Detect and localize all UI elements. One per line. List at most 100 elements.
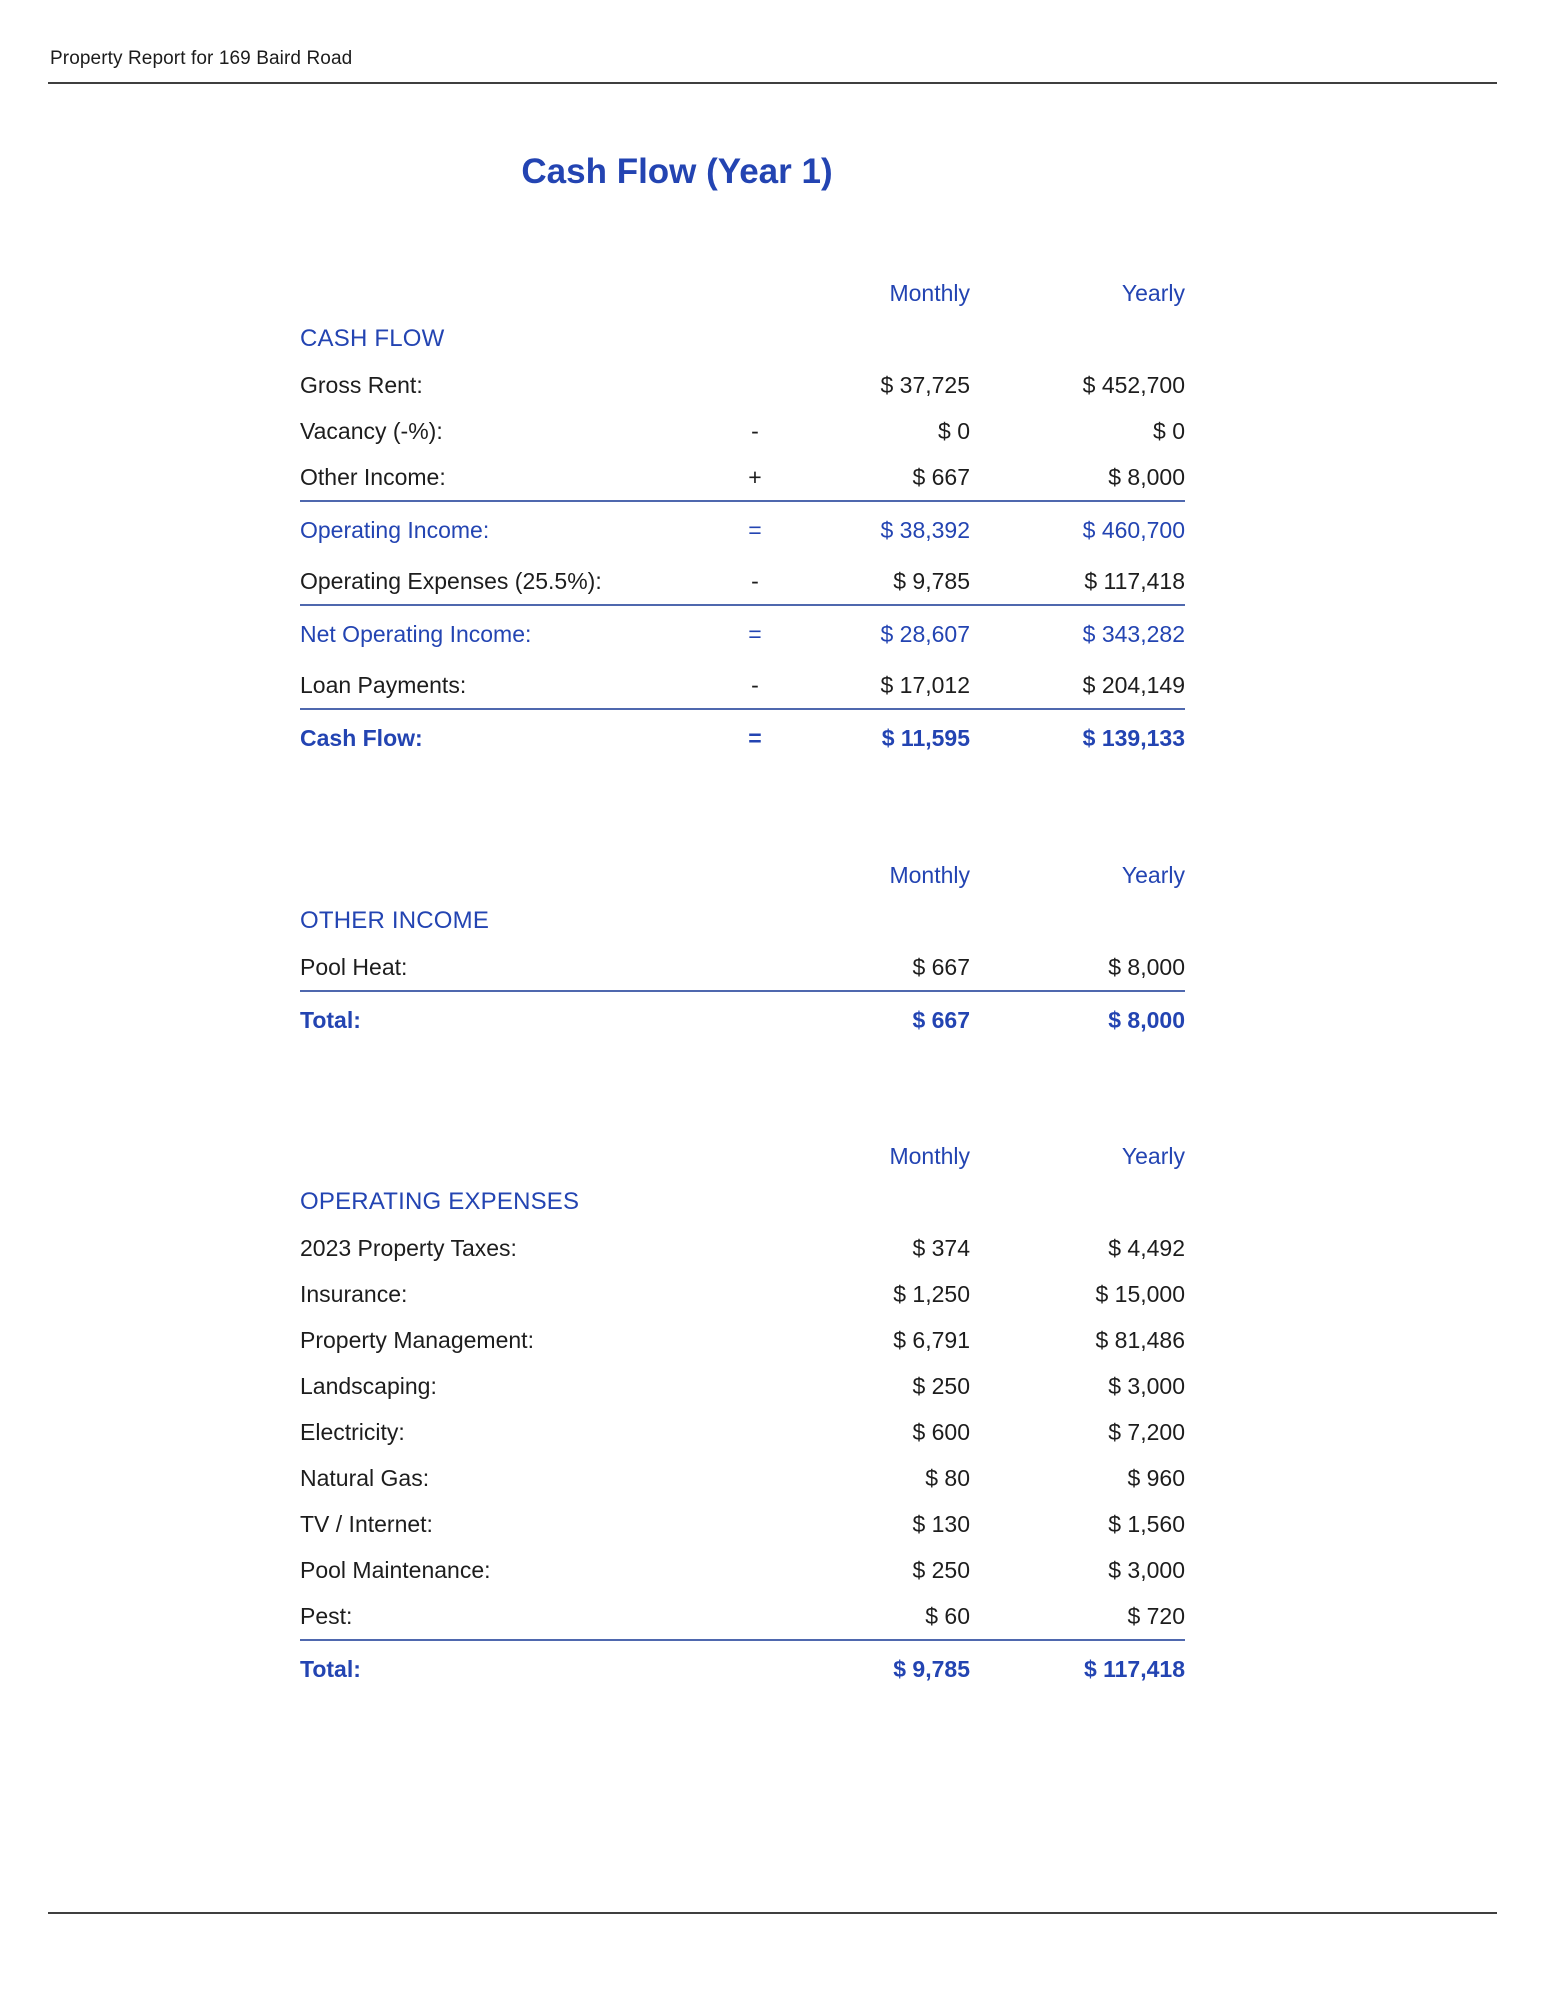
row-yearly-value: $ 8,000 — [1108, 463, 1185, 490]
row-monthly-value: $ 130 — [912, 1510, 970, 1537]
row-label: Other Income: — [300, 463, 446, 490]
table-row: Gross Rent: $ 37,725 $ 452,700 — [300, 362, 1185, 408]
row-monthly-value: $ 37,725 — [880, 371, 970, 398]
row-label: Gross Rent: — [300, 371, 423, 398]
row-monthly-value: $ 6,791 — [893, 1326, 970, 1353]
row-monthly-value: $ 80 — [925, 1464, 970, 1491]
row-yearly-value: $ 8,000 — [1108, 953, 1185, 980]
column-header-row: Monthly Yearly — [300, 852, 1185, 898]
total-row: Total: $ 667 $ 8,000 — [300, 990, 1185, 1048]
row-label: TV / Internet: — [300, 1510, 433, 1537]
row-yearly-value: $ 15,000 — [1095, 1280, 1185, 1307]
row-yearly-value: $ 0 — [1153, 417, 1185, 444]
table-row: Pool Maintenance: $ 250 $ 3,000 — [300, 1547, 1185, 1593]
row-yearly-value: $ 460,700 — [1082, 516, 1185, 543]
row-yearly-value: $ 4,492 — [1108, 1234, 1185, 1261]
row-yearly-value: $ 720 — [1127, 1602, 1185, 1629]
row-monthly-value: $ 28,607 — [880, 620, 970, 647]
row-yearly-value: $ 3,000 — [1108, 1556, 1185, 1583]
other-income-table: Monthly Yearly OTHER INCOME Pool Heat: $ … — [300, 852, 1185, 1048]
row-yearly-value: $ 117,418 — [1083, 1655, 1185, 1682]
yearly-column-header: Yearly — [1121, 861, 1185, 888]
column-header-row: Monthly Yearly — [300, 270, 1185, 316]
row-operator: = — [748, 516, 762, 543]
row-monthly-value: $ 667 — [912, 1006, 970, 1033]
row-monthly-value: $ 38,392 — [880, 516, 970, 543]
row-yearly-value: $ 139,133 — [1082, 724, 1185, 751]
footer-divider-line — [48, 1912, 1497, 1914]
row-label: Total: — [300, 1006, 361, 1033]
table-row: Other Income: + $ 667 $ 8,000 — [300, 454, 1185, 500]
total-row: Total: $ 9,785 $ 117,418 — [300, 1639, 1185, 1697]
row-monthly-value: $ 600 — [912, 1418, 970, 1445]
row-operator: - — [751, 567, 759, 594]
operating-expenses-table: Monthly Yearly OPERATING EXPENSES 2023 P… — [300, 1133, 1185, 1697]
page-header: Property Report for 169 Baird Road — [50, 48, 353, 69]
row-label: Vacancy (-%): — [300, 417, 443, 444]
row-yearly-value: $ 7,200 — [1108, 1418, 1185, 1445]
section-header-row: OPERATING EXPENSES — [300, 1179, 1185, 1225]
row-yearly-value: $ 452,700 — [1082, 371, 1185, 398]
subtotal-row: Operating Income: = $ 38,392 $ 460,700 — [300, 500, 1185, 558]
section-title: OTHER INCOME — [300, 907, 490, 934]
row-label: Property Management: — [300, 1326, 534, 1353]
row-monthly-value: $ 9,785 — [893, 1655, 970, 1682]
row-monthly-value: $ 60 — [925, 1602, 970, 1629]
monthly-column-header: Monthly — [889, 1142, 970, 1169]
table-row: Natural Gas: $ 80 $ 960 — [300, 1455, 1185, 1501]
section-title: OPERATING EXPENSES — [300, 1188, 580, 1215]
table-row: Vacancy (-%): - $ 0 $ 0 — [300, 408, 1185, 454]
row-yearly-value: $ 117,418 — [1084, 567, 1185, 594]
row-monthly-value: $ 0 — [938, 417, 970, 444]
table-row: Pest: $ 60 $ 720 — [300, 1593, 1185, 1639]
row-monthly-value: $ 667 — [912, 463, 970, 490]
row-yearly-value: $ 8,000 — [1108, 1006, 1185, 1033]
row-monthly-value: $ 17,012 — [880, 671, 970, 698]
row-label: Electricity: — [300, 1418, 405, 1445]
row-monthly-value: $ 250 — [912, 1372, 970, 1399]
table-row: Property Management: $ 6,791 $ 81,486 — [300, 1317, 1185, 1363]
row-label: Operating Expenses (25.5%): — [300, 567, 602, 594]
row-label: Net Operating Income: — [300, 620, 532, 647]
yearly-column-header: Yearly — [1121, 1142, 1185, 1169]
cash-flow-table: Monthly Yearly CASH FLOW Gross Rent: $ 37… — [300, 270, 1185, 766]
row-yearly-value: $ 960 — [1127, 1464, 1185, 1491]
section-title: CASH FLOW — [300, 325, 445, 352]
row-label: Pool Maintenance: — [300, 1556, 491, 1583]
row-operator: = — [748, 724, 762, 751]
row-yearly-value: $ 343,282 — [1082, 620, 1185, 647]
table-row: 2023 Property Taxes: $ 374 $ 4,492 — [300, 1225, 1185, 1271]
row-operator: - — [751, 671, 759, 698]
row-operator: = — [748, 620, 762, 647]
row-label: Total: — [300, 1655, 361, 1682]
row-monthly-value: $ 374 — [912, 1234, 970, 1261]
row-label: Pool Heat: — [300, 953, 408, 980]
section-header-row: OTHER INCOME — [300, 898, 1185, 944]
table-row: Operating Expenses (25.5%): - $ 9,785 $ 117… — [300, 558, 1185, 604]
table-row: Landscaping: $ 250 $ 3,000 — [300, 1363, 1185, 1409]
total-row: Cash Flow: = $ 11,595 $ 139,133 — [300, 708, 1185, 766]
row-label: Operating Income: — [300, 516, 490, 543]
column-header-row: Monthly Yearly — [300, 1133, 1185, 1179]
yearly-column-header: Yearly — [1121, 279, 1185, 306]
section-header-row: CASH FLOW — [300, 316, 1185, 362]
row-yearly-value: $ 3,000 — [1108, 1372, 1185, 1399]
monthly-column-header: Monthly — [889, 279, 970, 306]
row-yearly-value: $ 1,560 — [1108, 1510, 1185, 1537]
row-label: Natural Gas: — [300, 1464, 430, 1491]
table-row: Insurance: $ 1,250 $ 15,000 — [300, 1271, 1185, 1317]
header-divider-line — [48, 82, 1497, 84]
row-operator: + — [748, 463, 762, 490]
row-label: Cash Flow: — [300, 724, 423, 751]
row-label: 2023 Property Taxes: — [300, 1234, 517, 1261]
table-row: Pool Heat: $ 667 $ 8,000 — [300, 944, 1185, 990]
monthly-column-header: Monthly — [889, 861, 970, 888]
row-monthly-value: $ 250 — [912, 1556, 970, 1583]
row-monthly-value: $ 1,250 — [893, 1280, 970, 1307]
row-label: Insurance: — [300, 1280, 408, 1307]
row-monthly-value: $ 11,595 — [881, 724, 970, 751]
table-row: Electricity: $ 600 $ 7,200 — [300, 1409, 1185, 1455]
table-row: TV / Internet: $ 130 $ 1,560 — [300, 1501, 1185, 1547]
row-label: Pest: — [300, 1602, 353, 1629]
row-monthly-value: $ 667 — [912, 953, 970, 980]
